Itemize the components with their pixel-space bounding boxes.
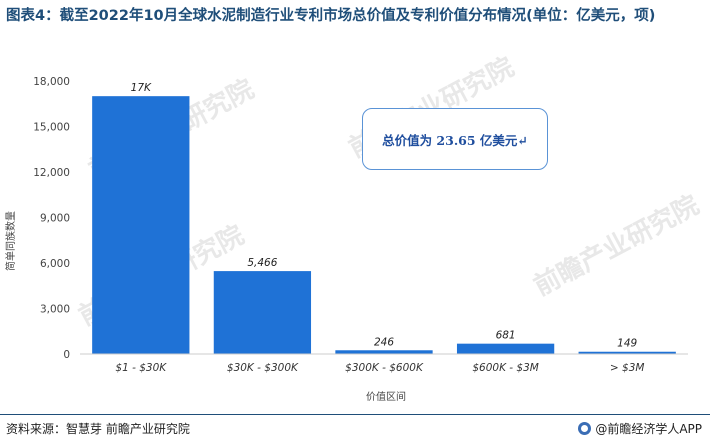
- x-tick-label: $30K - $300K: [227, 362, 299, 374]
- bar-chart: 前瞻产业研究院 前瞻产业研究院 前瞻产业研究院 前瞻产业研究院 简单同族数量 0…: [4, 51, 704, 403]
- y-axis-ticks: 0 3,000 6,000 9,000 12,000 15,000 18,000: [33, 76, 70, 361]
- bar-value-label: 5,466: [247, 257, 277, 269]
- watermark-text: 前瞻产业研究院: [529, 189, 704, 302]
- total-value-callout: 总价值为 23.65 亿美元↵: [362, 108, 548, 170]
- y-tick-label: 15,000: [33, 122, 70, 134]
- bar: [213, 271, 312, 354]
- x-tick-label: > $3M: [610, 362, 645, 374]
- bar-value-label: 246: [374, 336, 394, 348]
- footer: 资料来源：智慧芽 前瞻产业研究院 @前瞻经济学人APP: [0, 414, 710, 441]
- x-tick-label: $1 - $30K: [115, 362, 167, 374]
- brand-label: @前瞻经济学人APP: [595, 422, 702, 436]
- y-tick-label: 18,000: [33, 76, 70, 88]
- y-tick-label: 3,000: [40, 304, 70, 316]
- bar-value-label: 681: [496, 330, 516, 342]
- x-tick-label: $300K - $600K: [345, 362, 424, 374]
- x-axis-label: 价值区间: [366, 390, 406, 403]
- chart-title: 图表4：截至2022年10月全球水泥制造行业专利市场总价值及专利价值分布情况(单…: [6, 8, 656, 24]
- bar: [335, 350, 433, 354]
- bar-value-label: 17K: [131, 82, 152, 94]
- bar: [578, 351, 676, 354]
- x-tick-label: $600K - $3M: [472, 362, 539, 374]
- bar: [456, 343, 555, 354]
- y-axis-label: 简单同族数量: [4, 211, 17, 271]
- brand-credit: @前瞻经济学人APP: [578, 420, 702, 437]
- y-tick-label: 0: [63, 349, 70, 361]
- source-note: 资料来源：智慧芽 前瞻产业研究院: [6, 422, 190, 436]
- y-tick-label: 9,000: [40, 213, 70, 225]
- bars-group: 17K 5,466 246 681 149: [92, 82, 676, 354]
- brand-logo-icon: [578, 422, 592, 435]
- y-tick-label: 6,000: [40, 258, 70, 270]
- y-tick-label: 12,000: [33, 167, 70, 179]
- x-axis-ticks: $1 - $30K $30K - $300K $300K - $600K $600K …: [115, 362, 644, 374]
- bar-value-label: 149: [617, 338, 637, 350]
- bar: [92, 96, 190, 354]
